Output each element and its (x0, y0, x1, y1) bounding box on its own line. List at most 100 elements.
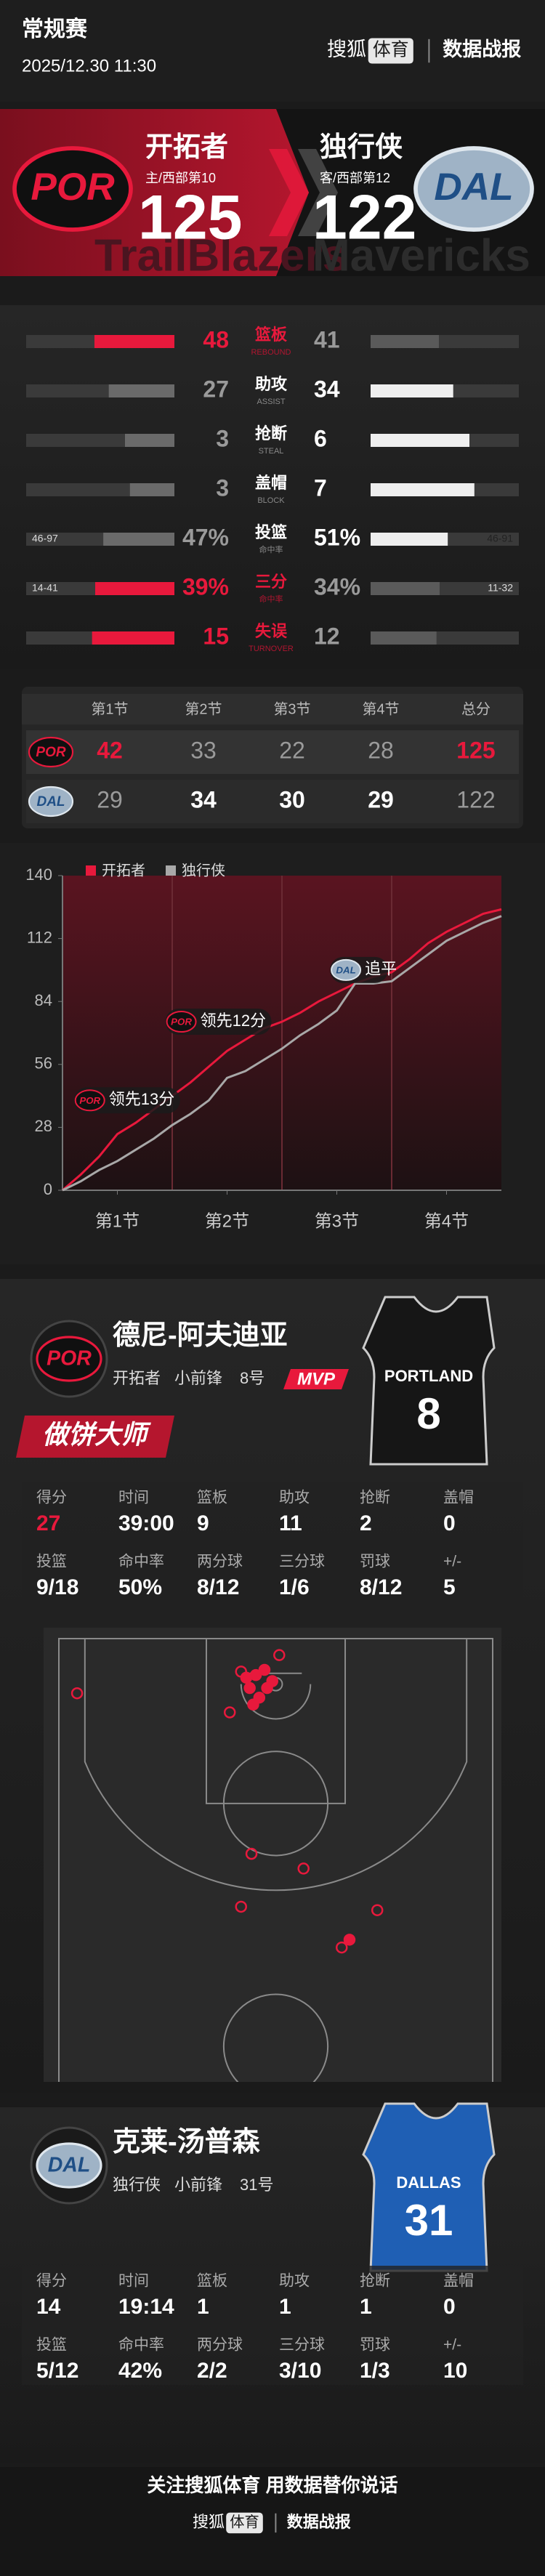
stats-grid-bg (22, 2266, 523, 2385)
quarter-score: 29 (368, 786, 394, 812)
stat-value: 1 (197, 2295, 209, 2319)
stat-label: 时间 (118, 1490, 149, 1506)
quarter-score: 125 (456, 737, 495, 763)
team-logo (331, 958, 362, 981)
legend-swatch (166, 865, 176, 876)
quarter-score: 22 (279, 737, 305, 763)
column-header: 第2节 (185, 700, 222, 717)
stat-value: 14 (36, 2295, 61, 2319)
team-logo-text: DAL (336, 964, 355, 975)
stat-label: 篮板 (254, 326, 288, 344)
stat-value: 1/6 (279, 1575, 310, 1599)
stat-label: +/- (443, 1554, 461, 1570)
jersey (362, 1296, 496, 1466)
stat-label: +/- (443, 2337, 461, 2354)
brand-tag-bg (226, 2512, 263, 2534)
team-logo (413, 146, 534, 232)
away-value: 6 (314, 425, 327, 451)
stat-value: 19:14 (118, 2295, 174, 2319)
home-bar (108, 384, 174, 397)
away-value: 34 (314, 376, 340, 402)
stat-label: 盖帽 (443, 2273, 474, 2290)
team-score: 122 (312, 183, 417, 253)
team-note: 主/西部第10 (145, 171, 216, 185)
series-line (62, 908, 502, 1192)
shot-missed (335, 1941, 348, 1954)
stat-value: 2 (360, 1511, 372, 1535)
stat-label: 罚球 (360, 1554, 390, 1570)
home-value: 48 (203, 326, 229, 352)
quarter-score: 28 (368, 737, 394, 763)
away-bar (371, 631, 437, 645)
away-value: 7 (314, 475, 327, 501)
stat-sublabel: TURNOVER (249, 645, 294, 653)
annotation-text: 领先13分 (109, 1090, 174, 1108)
stat-detail: 46-91 (487, 533, 513, 544)
team-logo (74, 1089, 105, 1112)
stat-label: 命中率 (118, 1554, 164, 1570)
home-value: 47% (182, 524, 229, 550)
shot-missed (297, 1862, 310, 1875)
stat-sublabel: REBOUND (251, 348, 291, 357)
home-bar (103, 533, 174, 546)
stat-label: 助攻 (279, 1490, 310, 1506)
player-number: 8号 (240, 1369, 265, 1387)
column-header: 总分 (461, 700, 490, 717)
stat-value: 11 (279, 1511, 302, 1535)
y-tick-label: 84 (35, 991, 52, 1009)
jersey-number: 31 (405, 2196, 453, 2245)
center-circle (222, 1993, 329, 2082)
x-tick-label: 第4节 (424, 1211, 469, 1231)
stat-sublabel: 命中率 (259, 544, 283, 554)
stat-value: 27 (36, 1511, 60, 1535)
away-bar (371, 582, 440, 595)
stat-sublabel: ASSIST (257, 397, 285, 406)
y-tick-label: 56 (35, 1054, 52, 1073)
annotation-text: 追平 (365, 960, 397, 978)
stat-label: 抢断 (360, 1490, 390, 1506)
stat-value: 0 (443, 1511, 456, 1535)
shot-missed (245, 1847, 258, 1860)
stat-sublabel: STEAL (259, 447, 284, 456)
stat-sublabel: BLOCK (257, 496, 285, 505)
shot-missed (235, 1900, 247, 1913)
shot-made (258, 1663, 271, 1676)
free-throw-circle (222, 1751, 329, 1857)
stat-label: 命中率 (118, 2337, 164, 2354)
away-bar (371, 533, 448, 546)
home-bar (95, 582, 174, 595)
stat-value: 2/2 (197, 2359, 227, 2383)
stat-value: 9/18 (36, 1575, 78, 1599)
header-row-bg (22, 694, 523, 724)
column-header: 第3节 (273, 700, 310, 717)
home-bar (125, 434, 174, 447)
stat-value: 8/12 (360, 1575, 402, 1599)
team-logo-text: DAL (434, 166, 513, 209)
stat-value: 1 (360, 2295, 372, 2319)
team-logo (36, 2142, 102, 2189)
stat-detail: 46-97 (32, 533, 58, 544)
stats-grid-bg (22, 1482, 523, 1602)
y-tick-label: 0 (44, 1180, 52, 1198)
header-bg (0, 0, 545, 102)
team-logo (36, 1336, 102, 1382)
shot-made (261, 1681, 273, 1695)
stat-label: 两分球 (197, 1554, 243, 1570)
watermark: TrailBlazers (94, 230, 347, 280)
quarter-score: 42 (97, 737, 123, 763)
report-title: 数据战报 (443, 39, 521, 60)
team-note: 客/西部第12 (320, 171, 390, 185)
stat-label: 得分 (36, 1490, 67, 1506)
stat-value: 39:00 (118, 1511, 174, 1535)
row-bg (26, 730, 519, 774)
quarter-score: 29 (97, 786, 123, 812)
player-name: 德尼-阿夫迪亚 (113, 1320, 288, 1351)
team-logo-text: POR (47, 1347, 92, 1370)
team-logo-text: POR (31, 166, 115, 209)
jersey-number: 8 (416, 1389, 440, 1438)
watermark: Mavericks (312, 230, 530, 280)
stat-label: 时间 (118, 2273, 149, 2290)
x-tick-label: 第1节 (95, 1211, 140, 1231)
stat-label: 篮板 (197, 2273, 227, 2290)
